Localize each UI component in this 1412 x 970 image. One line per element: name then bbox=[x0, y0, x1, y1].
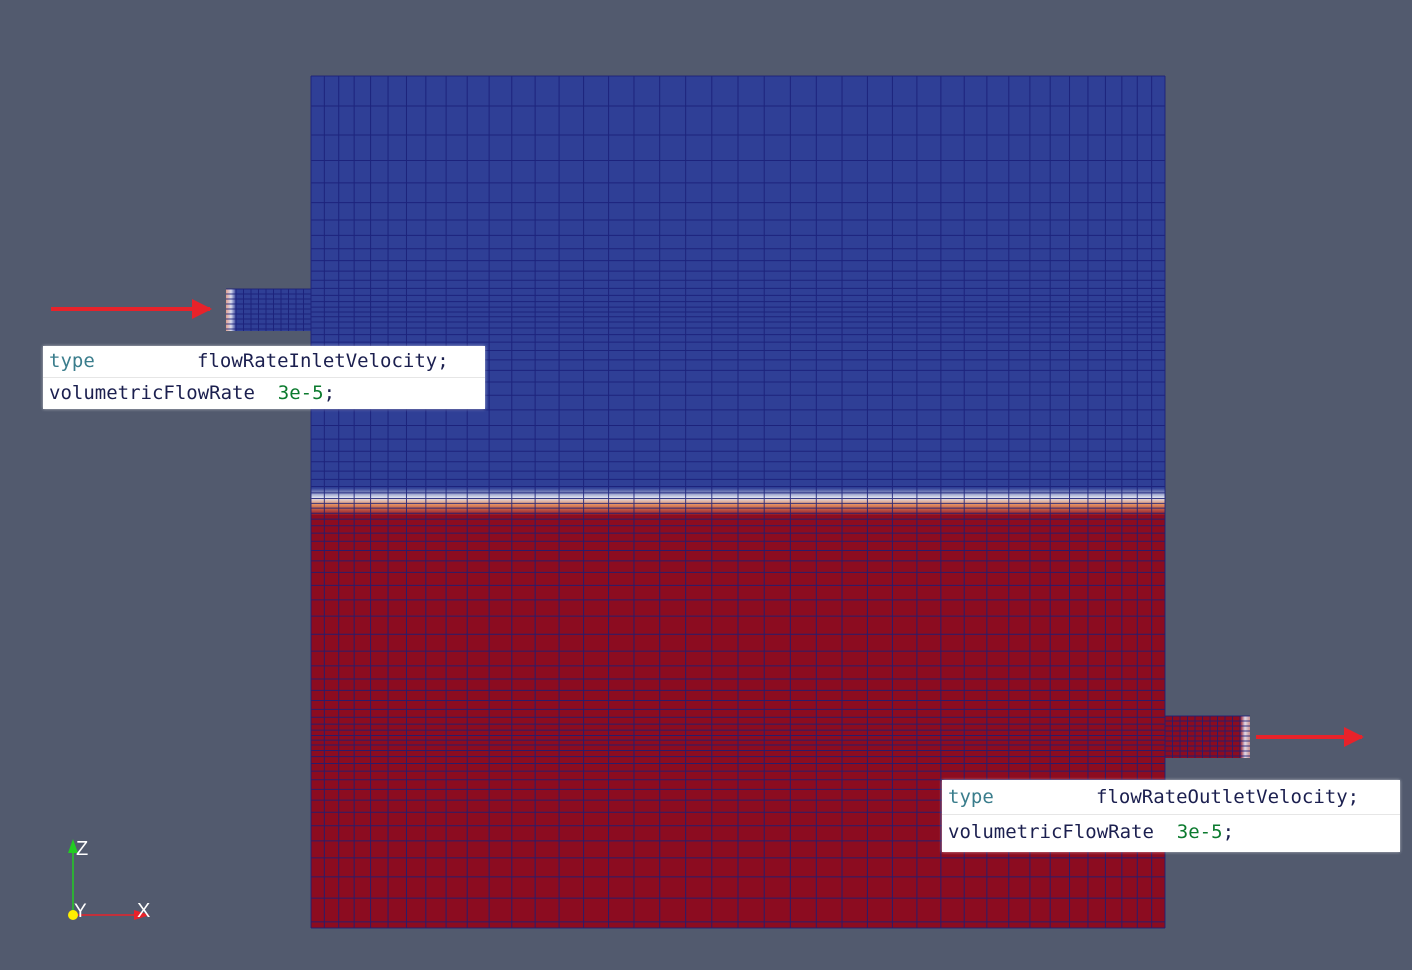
mesh-domain bbox=[226, 75, 1250, 929]
y-axis-dot-icon bbox=[68, 910, 78, 920]
inlet-face bbox=[226, 289, 236, 331]
outlet-rate-key: volumetricFlowRate bbox=[948, 821, 1154, 843]
x-axis-arrowhead-icon bbox=[134, 910, 150, 920]
outlet-pipe bbox=[1164, 716, 1250, 758]
inlet-rate-key: volumetricFlowRate bbox=[49, 382, 255, 404]
outlet-type-line: type flowRateOutletVelocity; bbox=[942, 780, 1400, 814]
inlet-rate-line: volumetricFlowRate 3e-5; bbox=[43, 377, 485, 409]
z-axis-label: Z bbox=[76, 838, 88, 860]
inlet-rate-terminator: ; bbox=[323, 382, 336, 404]
inlet-rate-value: 3e-5 bbox=[277, 382, 324, 404]
inlet-boundary-condition-box: type flowRateInletVelocity; volumetricFlo… bbox=[43, 346, 485, 409]
inlet-type-line: type flowRateInletVelocity; bbox=[43, 346, 485, 377]
outlet-rate-value: 3e-5 bbox=[1176, 821, 1223, 843]
outlet-type-terminator: ; bbox=[1347, 786, 1360, 808]
outlet-type-key: type bbox=[948, 786, 994, 808]
orientation-axes: Z Y X bbox=[68, 838, 150, 922]
outlet-boundary-condition-box: type flowRateOutletVelocity; volumetricFl… bbox=[942, 780, 1400, 852]
inlet-type-terminator: ; bbox=[437, 350, 449, 372]
outlet-rate-terminator: ; bbox=[1222, 821, 1235, 843]
inlet-type-value: flowRateInletVelocity bbox=[197, 350, 438, 372]
outlet-rate-line: volumetricFlowRate 3e-5; bbox=[942, 814, 1400, 849]
inlet-type-key: type bbox=[49, 350, 95, 372]
x-axis-label: X bbox=[137, 900, 150, 922]
z-axis-arrowhead-icon bbox=[68, 839, 78, 853]
outlet-face bbox=[1240, 716, 1250, 758]
mesh-grid-lines bbox=[226, 75, 1250, 929]
inlet-pipe bbox=[226, 289, 312, 331]
y-axis-label: Y bbox=[74, 901, 87, 922]
outlet-type-value: flowRateOutletVelocity bbox=[1096, 786, 1348, 808]
